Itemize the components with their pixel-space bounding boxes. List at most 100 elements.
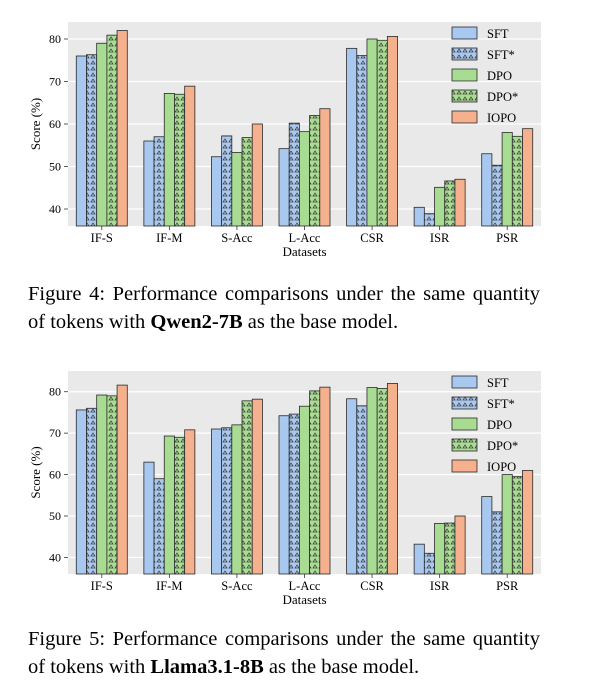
legend: SFT SFT* DPO DPO* IOPO bbox=[451, 375, 518, 474]
bar-sft-star-csr bbox=[356, 55, 368, 227]
chart-qwen2-7b: 40 50 60 70 80 IF-S IF-M S-Acc L-Acc CSR ISR PSR Dat… bbox=[28, 22, 541, 259]
bar-sft-star-if-m bbox=[153, 136, 165, 227]
legend-label-sft: SFT bbox=[487, 27, 509, 41]
y-axis-label: Score (%) bbox=[28, 98, 43, 150]
bar-iopo-l-acc bbox=[319, 108, 331, 227]
bar-sft-star-isr bbox=[423, 213, 435, 227]
bar-sft-if-m bbox=[143, 461, 155, 575]
x-tick-label-if-m: IF-M bbox=[156, 579, 182, 593]
bar-sft-star-csr bbox=[356, 405, 368, 575]
legend-label-dpo: DPO bbox=[487, 418, 512, 432]
legend-swatch-dpo-star bbox=[451, 438, 478, 452]
bar-sft-l-acc bbox=[278, 415, 290, 575]
legend-label-iopo: IOPO bbox=[487, 460, 516, 474]
x-tick-label-if-s: IF-S bbox=[91, 231, 113, 245]
y-tick-label: 40 bbox=[49, 202, 61, 216]
bar-sft-l-acc bbox=[278, 148, 290, 227]
legend-label-iopo: IOPO bbox=[487, 111, 516, 125]
caption-model-name: Llama3.1-8B bbox=[150, 656, 264, 678]
bar-iopo-s-acc bbox=[251, 123, 263, 227]
bar-dpo-isr bbox=[434, 186, 446, 227]
x-tick-label-s-acc: S-Acc bbox=[221, 579, 253, 593]
bar-iopo-s-acc bbox=[251, 398, 263, 575]
bar-sft-isr bbox=[413, 206, 425, 227]
bar-dpo-star-s-acc bbox=[241, 400, 253, 575]
legend-swatch-sft-star bbox=[451, 396, 478, 410]
legend-swatch-iopo bbox=[451, 110, 478, 124]
x-tick-label-psr: PSR bbox=[496, 579, 519, 593]
bar-iopo-if-s bbox=[116, 30, 128, 227]
bar-dpo-star-psr bbox=[511, 476, 523, 575]
bar-dpo-star-isr bbox=[444, 180, 456, 227]
bar-dpo-star-isr bbox=[444, 522, 456, 575]
x-tick-label-csr: CSR bbox=[360, 579, 384, 593]
bar-dpo-star-csr bbox=[376, 39, 388, 227]
bar-dpo-s-acc bbox=[231, 424, 243, 575]
y-tick-label: 80 bbox=[49, 385, 61, 399]
bar-iopo-if-m bbox=[184, 429, 196, 575]
legend-swatch-dpo bbox=[451, 417, 478, 431]
bar-dpo-csr bbox=[366, 387, 378, 575]
x-tick-label-l-acc: L-Acc bbox=[289, 231, 321, 245]
bar-dpo-psr bbox=[501, 474, 513, 575]
bar-dpo-if-m bbox=[163, 93, 175, 227]
x-tick-label-if-s: IF-S bbox=[91, 579, 113, 593]
bar-sft-star-psr bbox=[491, 164, 503, 227]
bar-dpo-if-m bbox=[163, 435, 175, 575]
legend-swatch-sft bbox=[451, 375, 478, 389]
bar-dpo-star-l-acc bbox=[309, 115, 321, 227]
bar-iopo-l-acc bbox=[319, 386, 331, 575]
bar-iopo-if-s bbox=[116, 384, 128, 575]
legend-swatch-sft bbox=[451, 26, 478, 40]
legend-swatch-sft-star bbox=[451, 47, 478, 61]
legend-label-sft: SFT bbox=[487, 376, 509, 390]
bar-sft-psr bbox=[481, 153, 493, 227]
legend-label-sft-star: SFT* bbox=[487, 397, 515, 411]
chart-llama3-1-8b: 40 50 60 70 80 IF-S IF-M S-Acc L-Acc CSR ISR PSR Dat… bbox=[28, 371, 541, 607]
caption-text-end: as the base model. bbox=[263, 656, 420, 678]
caption-figure-5: Figure 5: Performance comparisons under … bbox=[28, 625, 540, 681]
x-tick-label-if-m: IF-M bbox=[156, 231, 182, 245]
bar-sft-star-s-acc bbox=[221, 427, 233, 575]
x-tick-label-isr: ISR bbox=[430, 231, 450, 245]
bar-sft-s-acc bbox=[211, 428, 223, 575]
bar-iopo-isr bbox=[454, 178, 466, 227]
y-tick-label: 70 bbox=[49, 75, 61, 89]
bar-dpo-star-if-s bbox=[106, 395, 118, 575]
caption-text: Figure 5: Performance comparisons under … bbox=[28, 628, 540, 678]
bar-sft-if-s bbox=[75, 55, 87, 227]
bar-sft-isr bbox=[413, 543, 425, 575]
caption-model-name: Qwen2-7B bbox=[150, 311, 243, 333]
bar-dpo-s-acc bbox=[231, 152, 243, 227]
bar-iopo-psr bbox=[522, 470, 534, 575]
legend-label-dpo: DPO bbox=[487, 69, 512, 83]
y-axis-label: Score (%) bbox=[28, 446, 43, 498]
y-tick-label: 40 bbox=[49, 550, 61, 564]
bar-dpo-psr bbox=[501, 132, 513, 227]
bar-dpo-isr bbox=[434, 523, 446, 575]
bar-sft-star-if-s bbox=[86, 54, 98, 227]
bar-iopo-csr bbox=[386, 36, 398, 227]
legend: SFT SFT* DPO DPO* IOPO bbox=[451, 26, 518, 125]
bar-sft-if-s bbox=[75, 409, 87, 575]
bar-sft-s-acc bbox=[211, 156, 223, 227]
bar-dpo-star-s-acc bbox=[241, 137, 253, 227]
caption-figure-4: Figure 4: Performance comparisons under … bbox=[28, 280, 540, 336]
bar-dpo-star-psr bbox=[511, 135, 523, 227]
legend-swatch-dpo-star bbox=[451, 89, 478, 103]
bar-dpo-if-s bbox=[96, 394, 108, 575]
bar-iopo-psr bbox=[522, 128, 534, 227]
bar-iopo-if-m bbox=[184, 85, 196, 227]
bar-sft-star-if-m bbox=[153, 478, 165, 575]
legend-swatch-dpo bbox=[451, 68, 478, 82]
bar-sft-csr bbox=[346, 398, 358, 575]
bar-sft-csr bbox=[346, 47, 358, 227]
bar-sft-if-m bbox=[143, 140, 155, 227]
bar-sft-star-psr bbox=[491, 511, 503, 575]
bar-dpo-l-acc bbox=[298, 131, 310, 227]
x-axis-label: Datasets bbox=[282, 244, 326, 259]
x-axis-label: Datasets bbox=[282, 592, 326, 607]
figure-5: 40 50 60 70 80 IF-S IF-M S-Acc L-Acc CSR ISR PSR Dat… bbox=[0, 348, 607, 613]
y-tick-label: 50 bbox=[49, 160, 61, 174]
y-tick-label: 70 bbox=[49, 426, 61, 440]
